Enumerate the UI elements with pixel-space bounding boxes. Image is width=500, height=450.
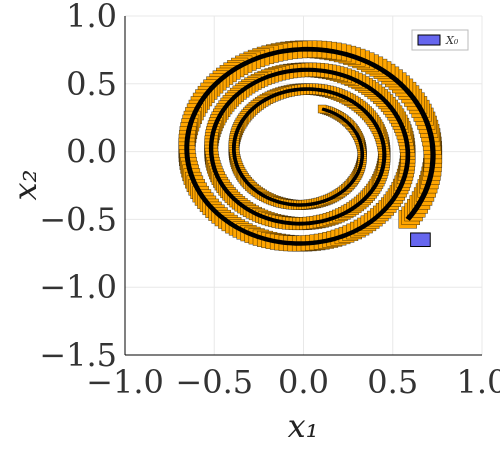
x-tick-label-3: 0.5: [367, 363, 418, 401]
x-axis-label: x₁: [288, 407, 319, 445]
y-tick-label-5: 1.0: [66, 0, 117, 35]
y-tick-label-4: 0.5: [66, 65, 117, 103]
y-tick-label-2: −0.5: [39, 200, 117, 238]
y-tick-label-1: −1.0: [39, 268, 117, 306]
spiral-trace-2: [184, 46, 436, 246]
tick-labels: −1.0 −0.5 0.0 0.5 1.0−1.5−1.0−0.50.00.51.0: [39, 0, 500, 401]
series-layer: [178, 40, 443, 252]
axis-layer: [124, 16, 482, 356]
initial-set-box: [410, 232, 431, 248]
x-tick-label-1: −0.5: [175, 363, 253, 401]
y-tick-label-3: 0.0: [66, 133, 117, 171]
legend-label-x0: X₀: [445, 34, 459, 47]
y-axis-label: x₂: [6, 170, 44, 201]
legend-swatch-x0: [417, 34, 441, 46]
x-tick-label-4: 1.0: [457, 363, 500, 401]
x-tick-label-2: 0.0: [278, 363, 329, 401]
legend: X₀: [411, 29, 469, 51]
x-tick-label-0: −1.0: [86, 363, 164, 401]
y-tick-label-0: −1.5: [39, 336, 117, 374]
